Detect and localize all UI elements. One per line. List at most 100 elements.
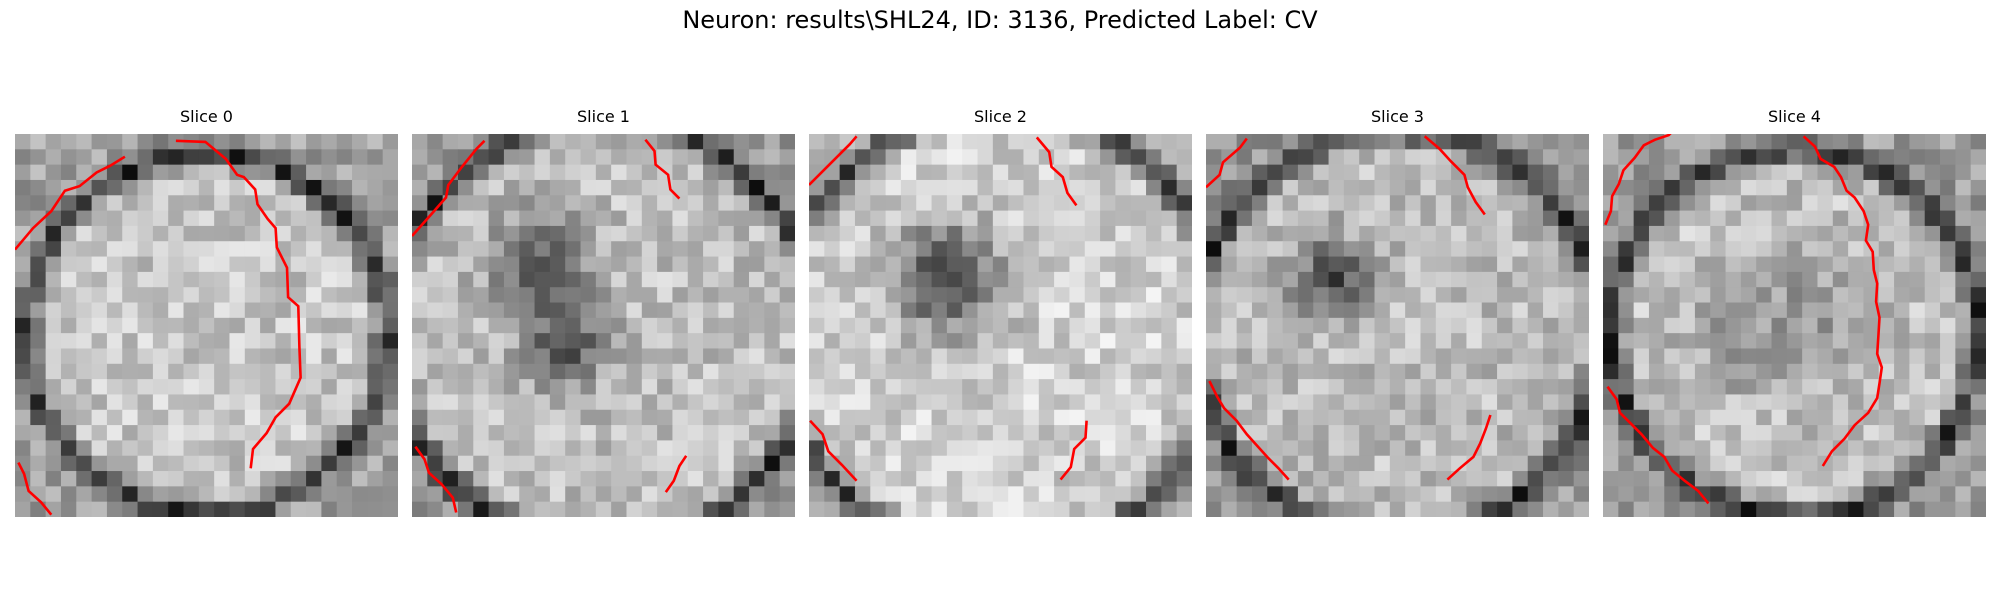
image-pixel <box>1069 164 1086 181</box>
image-pixel <box>1451 134 1467 150</box>
image-pixel <box>703 363 719 380</box>
image-pixel <box>962 302 978 319</box>
image-pixel <box>1512 501 1529 517</box>
image-pixel <box>1894 210 1910 227</box>
image-pixel <box>1451 501 1467 517</box>
image-pixel <box>1084 241 1101 257</box>
image-pixel <box>91 455 108 472</box>
image-pixel <box>1405 256 1421 273</box>
image-pixel <box>1771 379 1788 395</box>
image-pixel <box>1054 256 1070 273</box>
image-pixel <box>106 486 123 503</box>
image-pixel <box>900 317 917 334</box>
image-pixel <box>1786 179 1803 196</box>
image-pixel <box>1940 440 1956 457</box>
image-pixel <box>1069 134 1086 150</box>
image-pixel <box>1648 486 1665 503</box>
image-pixel <box>1497 425 1513 441</box>
image-pixel <box>641 486 658 503</box>
image-pixel <box>657 471 673 487</box>
image-pixel <box>1038 256 1055 273</box>
image-pixel <box>1512 134 1529 150</box>
image-pixel <box>854 317 871 334</box>
image-pixel <box>1374 363 1391 380</box>
image-pixel <box>1573 455 1589 472</box>
image-pixel <box>1161 195 1178 211</box>
image-pixel <box>137 348 154 365</box>
image-pixel <box>1924 256 1941 273</box>
image-pixel <box>1176 134 1192 150</box>
image-pixel <box>854 409 871 426</box>
image-pixel <box>595 225 612 242</box>
image-pixel <box>1955 317 1972 334</box>
image-pixel <box>1359 379 1375 395</box>
image-pixel <box>870 409 886 426</box>
image-pixel <box>260 379 276 395</box>
image-pixel <box>839 149 856 166</box>
image-pixel <box>854 210 871 227</box>
image-pixel <box>549 149 566 166</box>
image-pixel <box>1558 348 1575 365</box>
image-pixel <box>946 317 963 334</box>
image-pixel <box>854 179 871 196</box>
image-pixel <box>1251 409 1268 426</box>
image-pixel <box>1466 486 1483 503</box>
image-pixel <box>1909 425 1926 441</box>
image-pixel <box>1313 317 1329 334</box>
image-pixel <box>503 256 520 273</box>
image-pixel <box>1802 256 1818 273</box>
image-pixel <box>916 302 932 319</box>
image-pixel <box>1694 225 1711 242</box>
image-pixel <box>30 271 47 288</box>
image-pixel <box>946 225 963 242</box>
image-pixel <box>626 425 643 441</box>
image-pixel <box>183 317 200 334</box>
image-pixel <box>488 501 505 517</box>
image-pixel <box>549 333 566 349</box>
image-pixel <box>1527 425 1544 441</box>
image-pixel <box>1848 363 1864 380</box>
image-pixel <box>1725 241 1742 257</box>
image-pixel <box>457 225 474 242</box>
image-pixel <box>1115 409 1132 426</box>
image-pixel <box>168 471 184 487</box>
image-pixel <box>1451 149 1467 166</box>
image-pixel <box>962 471 978 487</box>
image-pixel <box>626 287 643 303</box>
image-pixel <box>1786 164 1803 181</box>
image-pixel <box>290 149 307 166</box>
image-pixel <box>1603 455 1619 472</box>
image-pixel <box>1100 455 1116 472</box>
image-pixel <box>1420 256 1437 273</box>
image-pixel <box>1313 271 1329 288</box>
image-pixel <box>1894 149 1910 166</box>
image-pixel <box>1909 348 1926 365</box>
image-pixel <box>611 317 627 334</box>
image-pixel <box>1297 164 1314 181</box>
image-pixel <box>595 164 612 181</box>
image-pixel <box>488 149 505 166</box>
image-pixel <box>412 471 428 487</box>
image-pixel <box>152 333 169 349</box>
image-pixel <box>900 440 917 457</box>
image-pixel <box>1435 455 1452 472</box>
image-pixel <box>137 471 154 487</box>
image-pixel <box>1817 287 1834 303</box>
image-pixel <box>977 164 994 181</box>
image-pixel <box>488 195 505 211</box>
image-pixel <box>382 302 398 319</box>
image-pixel <box>1282 333 1299 349</box>
image-pixel <box>45 486 62 503</box>
image-pixel <box>519 287 535 303</box>
image-pixel <box>1558 317 1575 334</box>
image-pixel <box>900 195 917 211</box>
image-pixel <box>1848 271 1864 288</box>
image-pixel <box>1543 287 1559 303</box>
image-pixel <box>290 425 307 441</box>
image-pixel <box>779 501 795 517</box>
image-pixel <box>1282 179 1299 196</box>
image-pixel <box>352 317 368 334</box>
image-pixel <box>626 302 643 319</box>
image-pixel <box>1771 195 1788 211</box>
image-pixel <box>290 455 307 472</box>
